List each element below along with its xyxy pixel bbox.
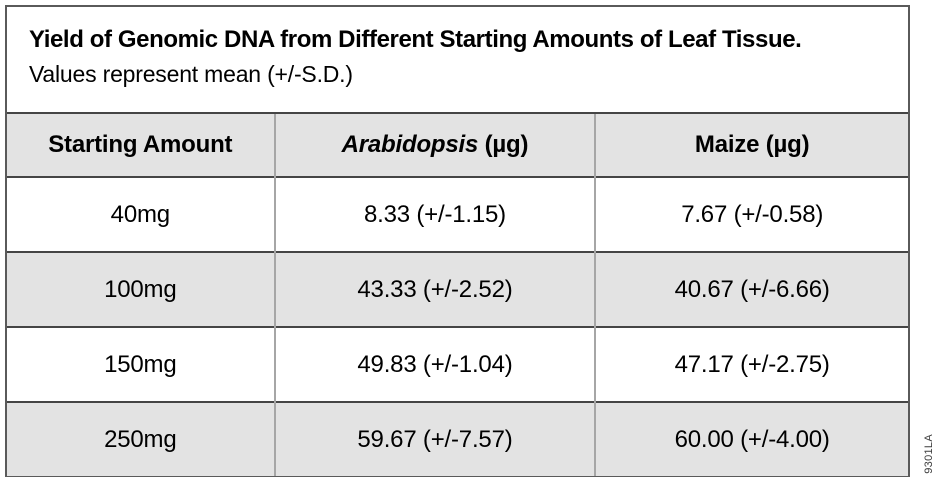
table-row: 250mg 59.67 (+/-7.57) 60.00 (+/-4.00) [7, 401, 908, 476]
cell-maize-yield: 40.67 (+/-6.66) [594, 251, 908, 327]
arabidopsis-unit-label: (µg) [478, 131, 529, 158]
yield-table: Starting Amount Arabidopsis (µg) Maize (… [7, 112, 908, 476]
arabidopsis-italic-label: Arabidopsis [341, 131, 479, 158]
title-block: Yield of Genomic DNA from Different Star… [7, 7, 908, 112]
table-row: 150mg 49.83 (+/-1.04) 47.17 (+/-2.75) [7, 326, 908, 402]
cell-arabidopsis-yield: 8.33 (+/-1.15) [273, 176, 596, 252]
figure-title: Yield of Genomic DNA from Different Star… [29, 26, 802, 53]
table-row: 40mg 8.33 (+/-1.15) 7.67 (+/-0.58) [7, 176, 908, 252]
cell-starting-amount: 100mg [7, 251, 275, 327]
cell-starting-amount: 40mg [7, 176, 275, 252]
cell-maize-yield: 47.17 (+/-2.75) [594, 326, 908, 402]
cell-arabidopsis-yield: 49.83 (+/-1.04) [273, 326, 596, 402]
cell-starting-amount: 150mg [7, 326, 275, 402]
header-cell-maize: Maize (µg) [594, 112, 908, 177]
cell-arabidopsis-yield: 43.33 (+/-2.52) [273, 251, 596, 327]
cell-maize-yield: 60.00 (+/-4.00) [594, 401, 908, 476]
header-row: Starting Amount Arabidopsis (µg) Maize (… [7, 112, 908, 177]
header-cell-arabidopsis: Arabidopsis (µg) [273, 112, 596, 177]
figure-container: Yield of Genomic DNA from Different Star… [5, 5, 910, 477]
cell-maize-yield: 7.67 (+/-0.58) [594, 176, 908, 252]
figure-subtitle: Values represent mean (+/-S.D.) [29, 61, 353, 88]
cell-arabidopsis-yield: 59.67 (+/-7.57) [273, 401, 596, 476]
figure-code-label: 9301LA [923, 434, 935, 474]
header-cell-starting-amount: Starting Amount [7, 112, 275, 177]
cell-starting-amount: 250mg [7, 401, 275, 476]
table-row: 100mg 43.33 (+/-2.52) 40.67 (+/-6.66) [7, 251, 908, 327]
